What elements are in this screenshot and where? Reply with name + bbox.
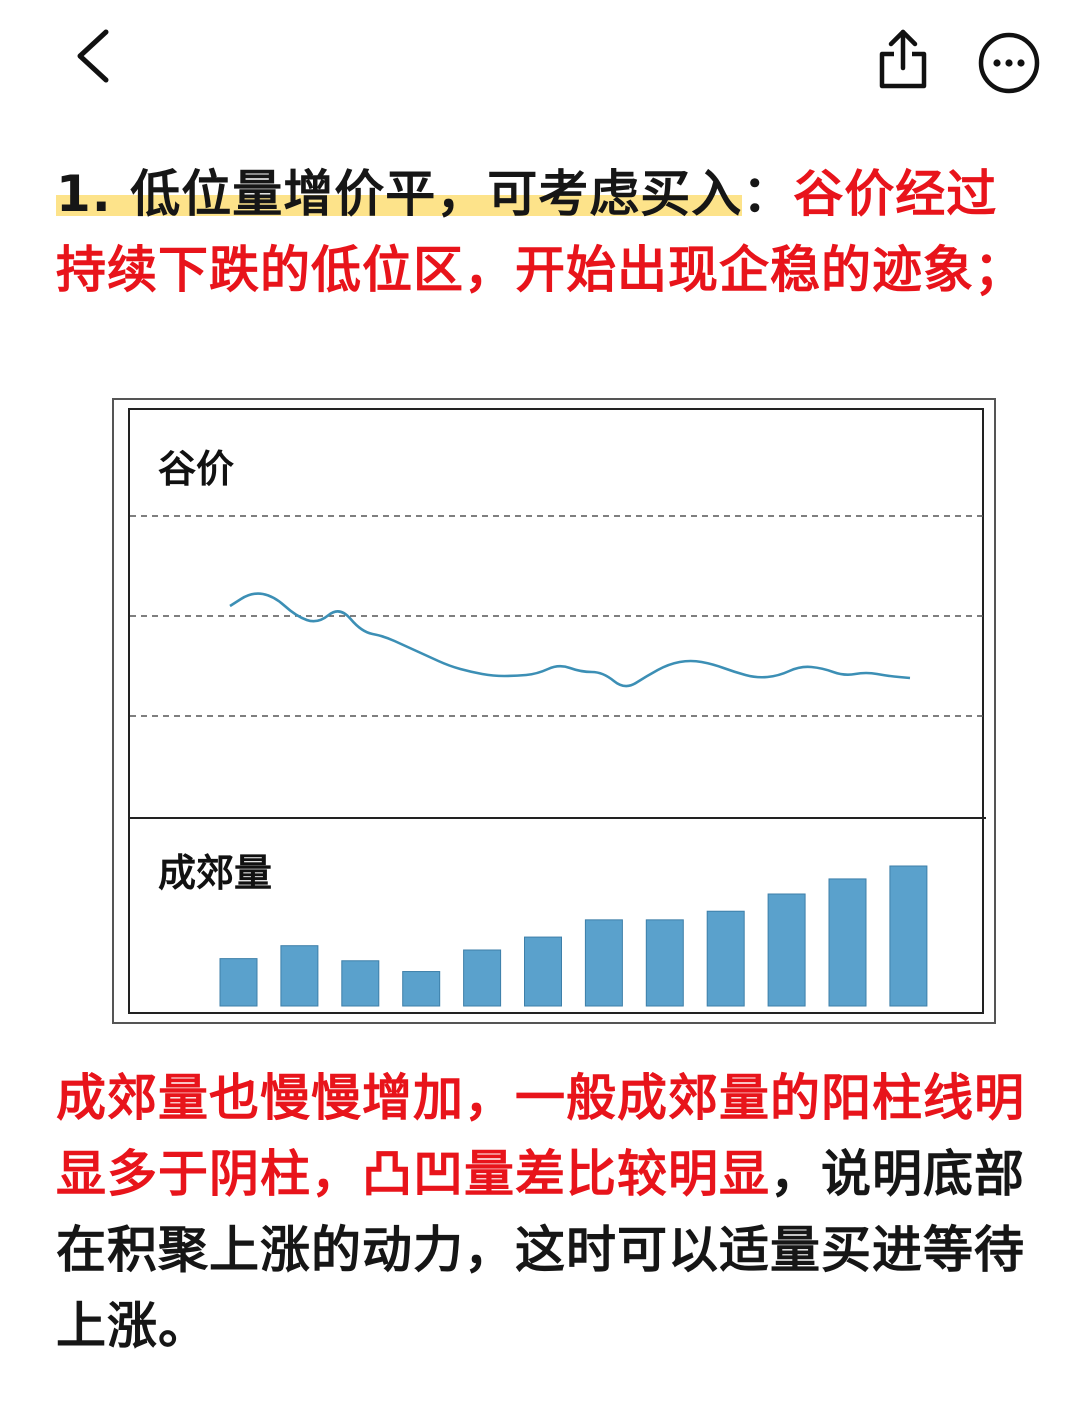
more-icon[interactable] [976,30,1042,96]
volume-bar [524,936,562,1007]
top-bar [0,0,1080,120]
volume-bar [463,949,502,1007]
price-gridlines [130,515,986,717]
heading-colon: ： [742,165,794,223]
volume-bar [706,910,745,1007]
volume-bar [219,958,258,1007]
explanation-paragraph: 成郊量也慢慢增加，一般成郊量的阳柱线明显多于阴柱，凸凹量差比较明显，说明底部在积… [56,1060,1026,1364]
volume-bars-group [219,865,928,1007]
volume-panel-title: 成郊量 [158,851,273,895]
section-heading: 1. 低位量增价平，可考虑买入 [56,165,743,223]
volume-bar [341,960,380,1007]
chart-figure: 谷价 成郊量 [112,398,996,1024]
intro-red-text: 谷价经过持续下跌的低位区，开始出现企稳的迹象； [56,165,1025,299]
explanation-black-text: ，说明底部在积聚上涨的动力，这时可以适量买进等待上涨。 [56,1145,1025,1355]
volume-bar [889,865,928,1007]
volume-bar [828,878,867,1007]
explanation-red-text: 成郊量也慢慢增加，一般成郊量的阳柱线明显多于阴柱，凸凹量差比较明显 [56,1069,1025,1203]
price-panel-title: 谷价 [158,447,235,491]
share-icon[interactable] [872,26,934,92]
volume-bar [402,971,441,1007]
volume-bar [584,919,623,1007]
price-line-group [229,592,911,688]
intro-paragraph: 1. 低位量增价平，可考虑买入：谷价经过持续下跌的低位区，开始出现企稳的迹象； [56,156,1026,308]
volume-bar [645,919,684,1007]
volume-bar [280,945,319,1007]
chevron-left-icon[interactable] [62,24,126,88]
chart-svg [130,515,986,1007]
volume-bar [767,893,806,1007]
price-line [229,592,911,688]
chart-panels: 谷价 成郊量 [128,408,986,1014]
